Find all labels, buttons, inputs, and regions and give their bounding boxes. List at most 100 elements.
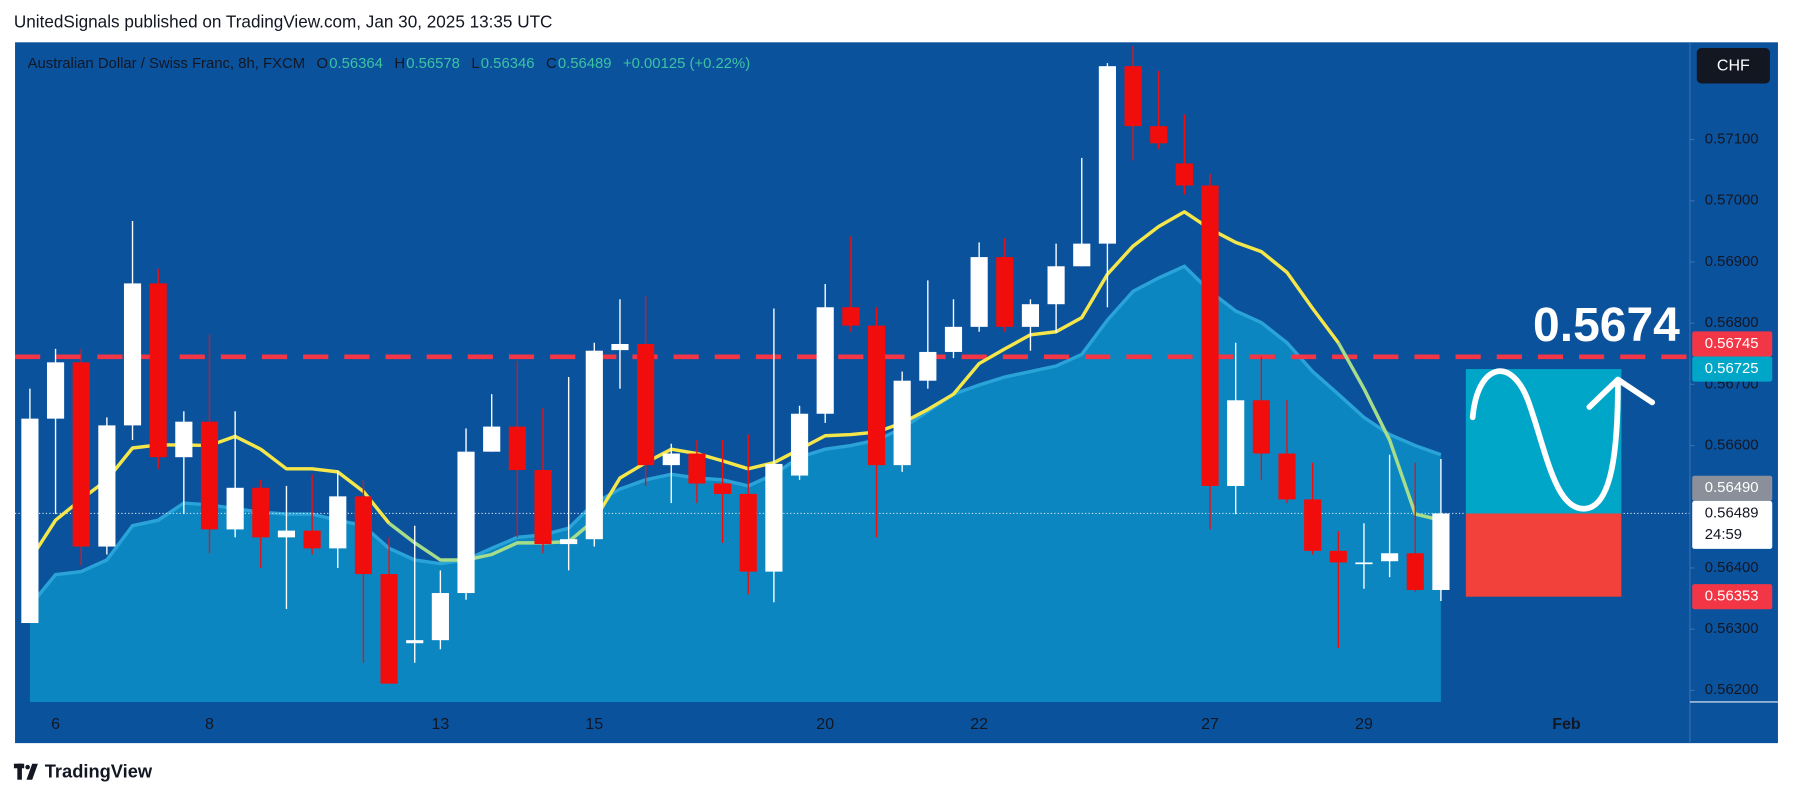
candle-body <box>919 351 937 381</box>
position-layer <box>1465 369 1622 597</box>
x-tick-label: 22 <box>970 716 988 733</box>
price-label: 0.56725 <box>1705 361 1759 377</box>
footer-logo <box>13 763 38 780</box>
axis-layer: 0.562000.563000.564000.566000.567000.568… <box>51 132 1773 733</box>
candle-body <box>98 425 116 547</box>
candle-body <box>1355 562 1373 565</box>
candle-body <box>1047 266 1065 305</box>
y-tick-label: 0.56300 <box>1705 621 1759 637</box>
y-tick-label: 0.56200 <box>1705 682 1759 698</box>
legend-layer: Australian Dollar / Swiss Franc, 8h, FXC… <box>28 56 751 72</box>
price-label-box <box>1692 475 1773 501</box>
moving-average <box>1336 341 1442 522</box>
logo-dot <box>25 764 30 770</box>
ohlc-value: 0.56364 <box>329 56 383 72</box>
candle-body <box>1124 66 1142 127</box>
candle-body <box>457 451 475 594</box>
y-tick-label: 0.56800 <box>1705 315 1759 331</box>
candle-body <box>790 413 809 476</box>
candle-body <box>406 640 424 644</box>
drawing-curve <box>1469 368 1656 512</box>
ohlc-letter: C <box>546 56 557 72</box>
x-tick-label: 6 <box>51 716 60 733</box>
candle-body <box>277 530 296 538</box>
candle-body <box>431 593 449 641</box>
candle-body <box>534 470 552 545</box>
x-tick-label: 8 <box>205 716 214 733</box>
price-label: 0.56745 <box>1705 336 1759 352</box>
candle-body <box>1406 553 1424 590</box>
currency-button-label[interactable]: CHF <box>1717 58 1750 75</box>
candle-body <box>303 530 321 549</box>
candle-body <box>72 362 90 547</box>
candle-body <box>816 307 834 414</box>
arrow-head <box>1586 376 1656 410</box>
stop-zone <box>1465 513 1622 597</box>
price-label-box <box>1692 331 1773 357</box>
candle-body <box>1304 499 1322 551</box>
candle-body <box>893 380 911 466</box>
y-tick-label: 0.56400 <box>1705 560 1759 576</box>
curve-arrow <box>1469 368 1621 512</box>
publish-header: UnitedSignals published on TradingView.c… <box>14 11 553 31</box>
x-tick-label: 27 <box>1201 716 1219 733</box>
logo-slash <box>26 763 38 780</box>
candle-body <box>637 343 655 466</box>
symbol-legend: Australian Dollar / Swiss Franc, 8h, FXC… <box>28 56 751 72</box>
price-label-box <box>1692 584 1773 610</box>
candle-body <box>585 350 603 540</box>
x-tick-label: 15 <box>585 716 603 733</box>
candle-body <box>560 539 578 545</box>
x-tick-label: 20 <box>816 716 834 733</box>
candle-body <box>842 307 860 326</box>
candle-body <box>944 326 963 352</box>
price-label-box <box>1692 500 1773 549</box>
candle-body <box>329 496 347 549</box>
x-tick-label: 13 <box>431 716 449 733</box>
candle-body <box>739 493 757 572</box>
symbol-name: Australian Dollar / Swiss Franc, 8h, FXC… <box>28 56 305 72</box>
candle-body <box>714 483 732 494</box>
candle-body <box>380 574 398 684</box>
candle-body <box>662 453 680 466</box>
candle-body <box>21 418 39 624</box>
candle-body <box>1329 550 1347 563</box>
candle-body <box>611 343 629 351</box>
ohlc-value: 0.56346 <box>481 56 535 72</box>
change-value: +0.00125 (+0.22%) <box>623 56 750 72</box>
candle-body <box>200 421 219 530</box>
candle-body <box>1432 513 1450 590</box>
logo-stem <box>17 763 22 780</box>
ohlc-letter: L <box>471 56 479 72</box>
candle-body <box>1175 163 1193 186</box>
candle-body <box>175 421 193 458</box>
y-tick-label: 0.57100 <box>1705 132 1759 148</box>
currency-button[interactable] <box>1696 48 1770 84</box>
candle-body <box>123 283 142 426</box>
ohlc-value: 0.56489 <box>558 56 612 72</box>
candle-body <box>1098 66 1116 244</box>
candle-body <box>688 453 706 484</box>
x-tick-label: 29 <box>1355 716 1373 733</box>
price-label: 0.56489 <box>1705 505 1759 521</box>
countdown: 24:59 <box>1705 527 1742 543</box>
candle-body <box>1278 453 1296 500</box>
candle-body <box>1252 400 1270 454</box>
ohlc-letter: H <box>394 56 405 72</box>
candle-body <box>252 487 270 538</box>
candle-body <box>149 283 167 458</box>
x-tick-label: Feb <box>1552 716 1581 733</box>
candle-body <box>1227 400 1245 486</box>
footer-brand: TradingView <box>45 761 153 782</box>
candle-layer <box>21 45 1450 684</box>
candle-body <box>483 426 501 452</box>
candle-body <box>1150 126 1168 144</box>
candle-body <box>765 463 783 572</box>
candle-body <box>996 257 1014 327</box>
target-text: 0.5674 <box>1533 299 1680 352</box>
candle-body <box>1021 304 1040 327</box>
y-tick-label: 0.56900 <box>1705 254 1759 270</box>
candle-body <box>970 257 988 327</box>
